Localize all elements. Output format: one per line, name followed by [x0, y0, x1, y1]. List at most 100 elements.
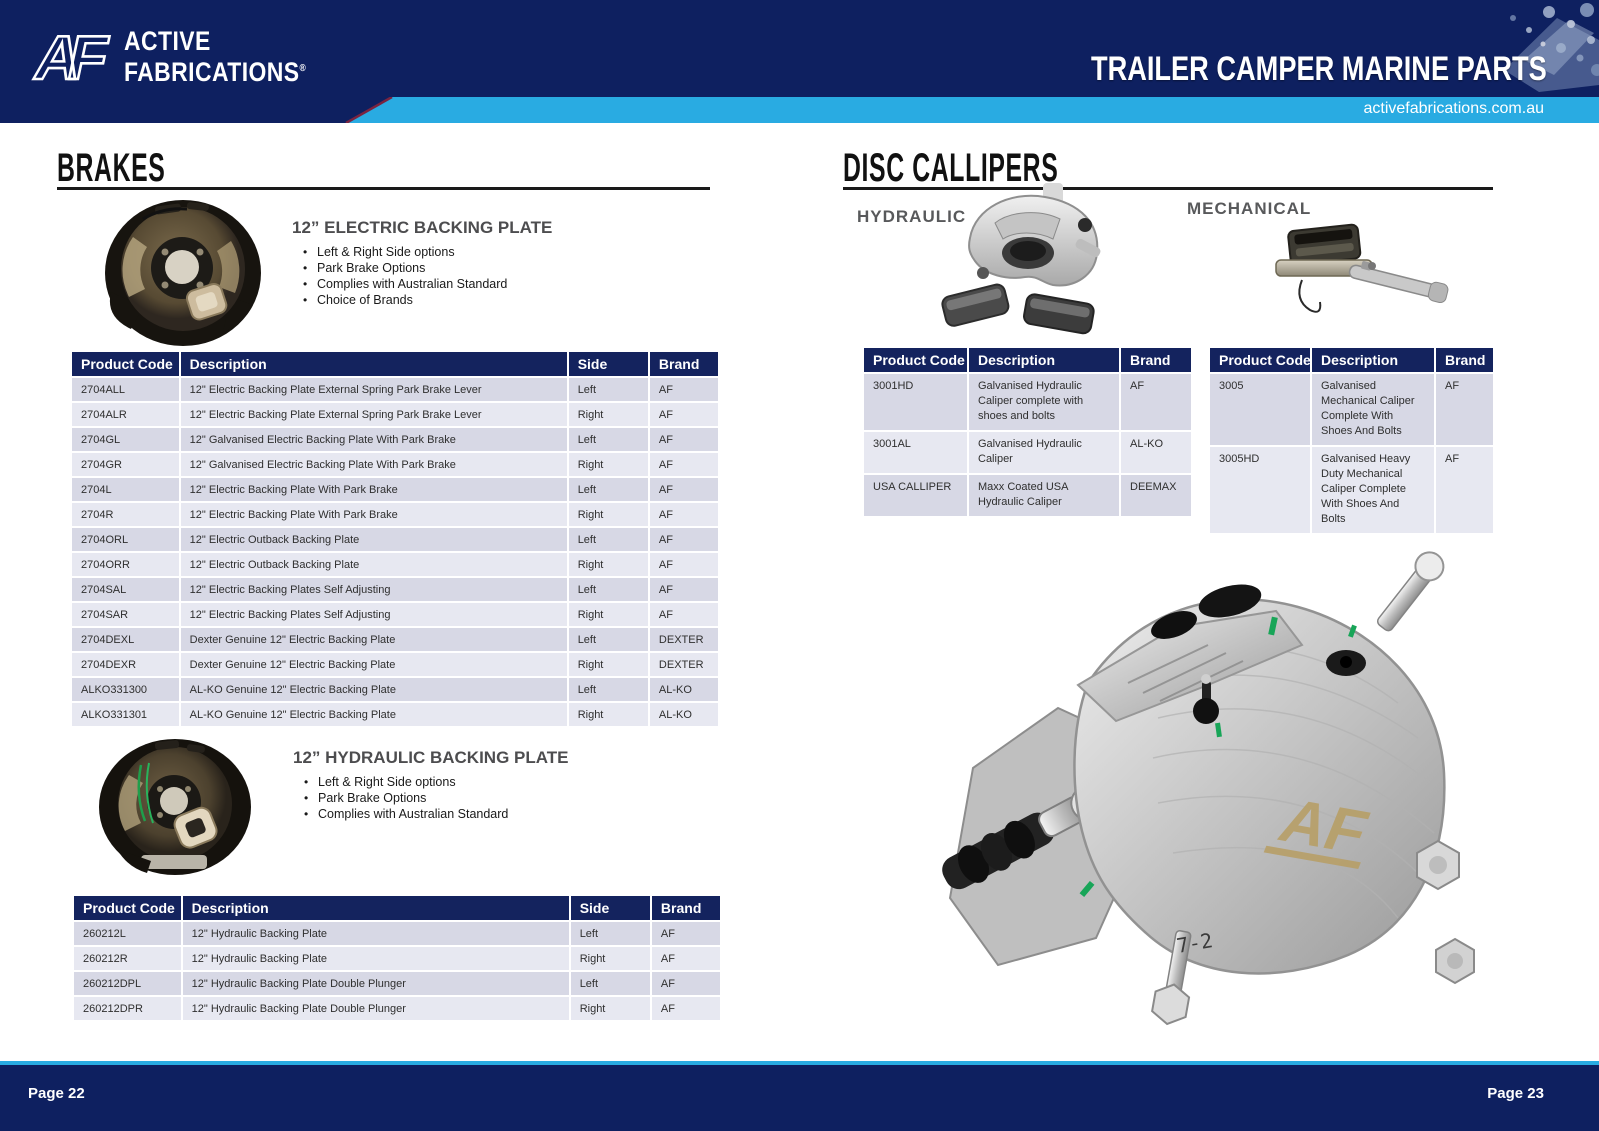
column-header: Product Code	[1210, 348, 1310, 372]
table-cell: Galvanised Hydraulic Caliper complete wi…	[969, 374, 1119, 430]
table-cell: 3001AL	[864, 432, 967, 473]
table-cell: 2704DEXR	[72, 653, 179, 676]
table-row: 260212L 12" Hydraulic Backing Plate Left AF	[74, 922, 720, 945]
table-row: ALKO331300 AL-KO Genuine 12" Electric Bac…	[72, 678, 718, 701]
table-cell: Right	[570, 947, 650, 970]
table-cell: Dexter Genuine 12" Electric Backing Plat…	[180, 628, 567, 651]
table-cell: 260212DPR	[74, 997, 181, 1020]
footer-band	[0, 1065, 1599, 1131]
table-cell: ALKO331300	[72, 678, 179, 701]
hydraulic-caliper-photo	[941, 183, 1101, 335]
electric-backing-plate-photo	[105, 200, 261, 346]
table-cell: DEXTER	[649, 653, 718, 676]
column-header: Side	[568, 352, 648, 376]
table-row: USA CALLIPER Maxx Coated USA Hydraulic Ca…	[864, 475, 1191, 516]
table-cell: AF	[649, 453, 718, 476]
table-header-row: Product Code Description Side Brand	[72, 352, 718, 376]
table-cell: Left	[568, 628, 648, 651]
table-row: 260212R 12" Hydraulic Backing Plate Right A…	[74, 947, 720, 970]
column-header: Product Code	[864, 348, 967, 372]
disc-caliper-large-photo: AF 7-2	[942, 551, 1475, 1026]
table-cell: Right	[568, 453, 648, 476]
mechanical-caliper-label: MECHANICAL	[1187, 199, 1312, 218]
table-cell: AF	[651, 922, 720, 945]
table-cell: 12" Galvanised Electric Backing Plate Wi…	[180, 428, 567, 451]
marine-splash-photo	[1504, 3, 1599, 92]
table-row: 2704ALR 12" Electric Backing Plate Extern…	[72, 403, 718, 426]
table-row: 2704R 12" Electric Backing Plate With Par…	[72, 503, 718, 526]
table-cell: DEXTER	[649, 628, 718, 651]
registered-mark: ®	[299, 62, 307, 74]
column-header: Description	[180, 352, 567, 376]
table-cell: AF	[649, 378, 718, 401]
table-row: 2704ALL 12" Electric Backing Plate Extern…	[72, 378, 718, 401]
table-cell: 2704ORR	[72, 553, 179, 576]
table-cell: Left	[568, 578, 648, 601]
column-header: Description	[182, 896, 569, 920]
table-cell: AF	[651, 947, 720, 970]
header-cyan-stripe	[346, 97, 1599, 123]
footer-cyan-line	[0, 1061, 1599, 1065]
bullet-item: Choice of Brands	[303, 292, 507, 308]
electric-bullet-list: Left & Right Side options Park Brake Opt…	[303, 244, 507, 308]
table-row: 2704GL 12" Galvanised Electric Backing Pl…	[72, 428, 718, 451]
table-cell: AF	[1121, 374, 1191, 430]
table-cell: 3001HD	[864, 374, 967, 430]
brand-line2: FABRICATIONS	[124, 56, 300, 87]
table-cell: Left	[568, 528, 648, 551]
table-cell: Right	[570, 997, 650, 1020]
column-header: Product Code	[74, 896, 181, 920]
table-cell: Right	[568, 553, 648, 576]
table-cell: 12" Hydraulic Backing Plate Double Plung…	[182, 997, 569, 1020]
table-cell: Left	[568, 428, 648, 451]
table-cell: Dexter Genuine 12" Electric Backing Plat…	[180, 653, 567, 676]
hydraulic-section-title: 12” HYDRAULIC BACKING PLATE	[293, 748, 569, 767]
table-cell: Left	[568, 378, 648, 401]
table-cell: AL-KO Genuine 12" Electric Backing Plate	[180, 703, 567, 726]
page-title-brakes: BRAKES	[57, 146, 166, 190]
column-header: Brand	[1436, 348, 1493, 372]
table-cell: 12" Galvanised Electric Backing Plate Wi…	[180, 453, 567, 476]
section-divider	[57, 187, 710, 190]
table-cell: 12" Electric Backing Plates Self Adjusti…	[180, 603, 567, 626]
brand-logo: A F ACTIVE FABRICATIONS®	[30, 22, 338, 90]
table-cell: DEEMAX	[1121, 475, 1191, 516]
table-cell: 2704L	[72, 478, 179, 501]
column-header: Product Code	[72, 352, 179, 376]
table-cell: 2704SAL	[72, 578, 179, 601]
bullet-item: Complies with Australian Standard	[303, 276, 507, 292]
table-cell: AL-KO	[649, 703, 718, 726]
table-cell: 2704ALL	[72, 378, 179, 401]
table-row: 2704ORL 12" Electric Outback Backing Plat…	[72, 528, 718, 551]
table-row: 2704SAL 12" Electric Backing Plates Self …	[72, 578, 718, 601]
table-cell: AF	[649, 428, 718, 451]
table-cell: 12" Electric Outback Backing Plate	[180, 553, 567, 576]
column-header: Description	[1312, 348, 1434, 372]
table-cell: 12" Hydraulic Backing Plate	[182, 947, 569, 970]
table-cell: Right	[568, 703, 648, 726]
table-row: 3005 Galvanised Mechanical Caliper Comple…	[1210, 374, 1493, 445]
table-row: 2704SAR 12" Electric Backing Plates Self …	[72, 603, 718, 626]
table-cell: Maxx Coated USA Hydraulic Caliper	[969, 475, 1119, 516]
header-tagline: TRAILER CAMPER MARINE PARTS	[1091, 50, 1547, 88]
table-header-row: Product Code Description Side Brand	[74, 896, 720, 920]
column-header: Brand	[649, 352, 718, 376]
table-header-row: Product Code Description Brand	[1210, 348, 1493, 372]
table-cell: ALKO331301	[72, 703, 179, 726]
table-cell: 2704DEXL	[72, 628, 179, 651]
table-row: 2704L 12" Electric Backing Plate With Par…	[72, 478, 718, 501]
table-cell: AF	[649, 503, 718, 526]
bullet-item: Left & Right Side options	[304, 774, 508, 790]
table-cell: Right	[568, 653, 648, 676]
table-cell: AF	[649, 528, 718, 551]
hydraulic-backing-plate-photo	[99, 739, 251, 875]
table-cell: Left	[570, 972, 650, 995]
bullet-item: Park Brake Options	[304, 790, 508, 806]
table-cell: Left	[568, 678, 648, 701]
table-cell: Galvanised Heavy Duty Mechanical Caliper…	[1312, 447, 1434, 533]
table-header-row: Product Code Description Brand	[864, 348, 1191, 372]
table-cell: 260212DPL	[74, 972, 181, 995]
header-banner-left-extension	[0, 97, 392, 123]
mechanical-caliper-table: Product Code Description Brand 3005 Galvanis…	[1208, 346, 1495, 535]
table-cell: Left	[570, 922, 650, 945]
